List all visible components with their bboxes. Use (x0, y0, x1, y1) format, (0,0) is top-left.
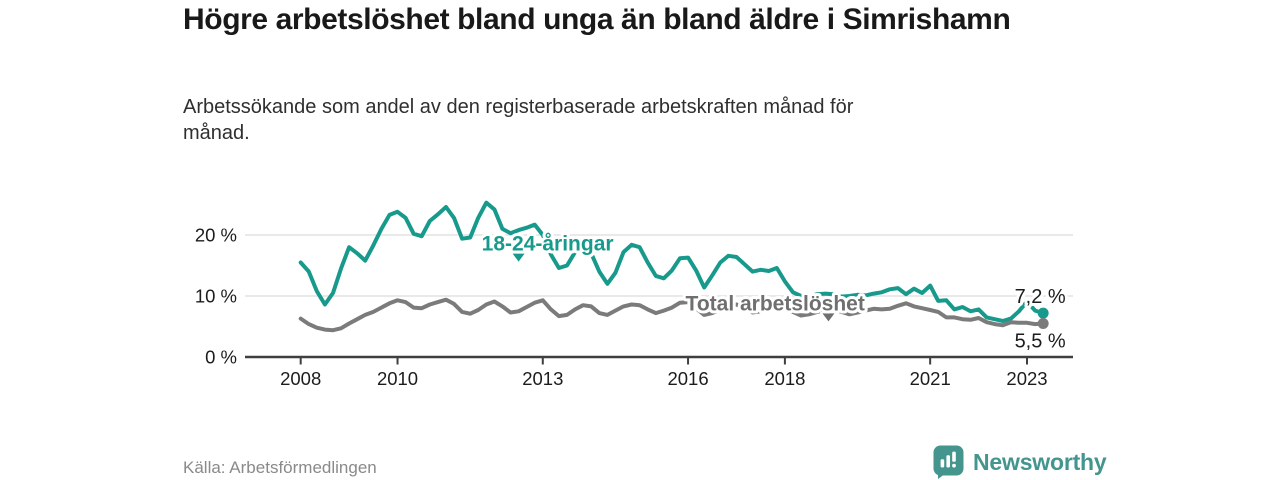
newsworthy-bubble-chart-icon (933, 445, 964, 479)
series-label-pointer-young (509, 252, 528, 265)
newsworthy-wordmark: Newsworthy (973, 449, 1107, 475)
x-tick-label-2016: 2016 (667, 368, 708, 389)
series-line-young (298, 200, 1046, 323)
x-tick-label-2008: 2008 (280, 368, 321, 389)
source-note: Källa: Arbetsförmedlingen (183, 458, 377, 477)
x-tick-label-2013: 2013 (522, 368, 563, 389)
series-label-young: 18-24-åringar (482, 233, 614, 256)
x-tick-label-2018: 2018 (764, 368, 805, 389)
y-tick-label-0: 0 % (205, 347, 237, 368)
chart-title: Högre arbetslöshet bland unga än bland ä… (183, 3, 1011, 36)
end-value-label-total: 5,5 % (1015, 330, 1066, 352)
x-tick-label-2021: 2021 (910, 368, 951, 389)
series-label-total: Total arbetslöshet (686, 292, 865, 315)
series-line-total (298, 297, 1046, 333)
chart-subtitle: Arbetssökande som andel av den registerb… (183, 96, 854, 145)
series-label-pointer-total (819, 311, 838, 324)
y-tick-label-10: 10 % (195, 286, 237, 307)
newsworthy-logo: Newsworthy (933, 445, 1107, 480)
y-tick-label-20: 20 % (195, 225, 237, 246)
series-end-dot-young (1037, 307, 1049, 319)
end-value-label-young: 7,2 % (1015, 286, 1066, 308)
x-tick-label-2010: 2010 (377, 368, 418, 389)
x-tick-label-2023: 2023 (1006, 368, 1047, 389)
series-end-dot-total (1037, 317, 1049, 329)
